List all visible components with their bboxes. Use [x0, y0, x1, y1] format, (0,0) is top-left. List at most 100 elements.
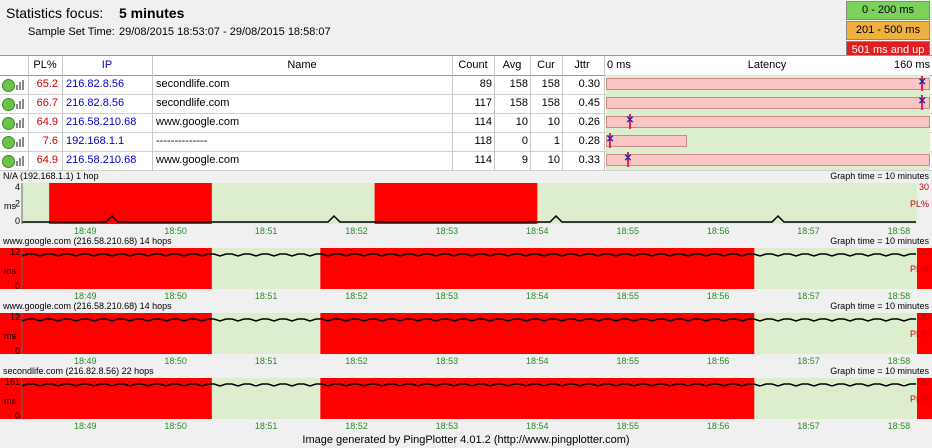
- col-lat-max: 160 ms: [894, 59, 930, 71]
- hop-row[interactable]: 7.6 192.168.1.1 -------------- 118 0 1 0.28 ✕: [0, 132, 932, 152]
- packet-loss-region: [320, 248, 755, 289]
- packet-loss-region: [374, 183, 538, 224]
- graph-title: N/A (192.168.1.1) 1 hop: [3, 171, 99, 181]
- col-latency[interactable]: Latency: [747, 59, 787, 71]
- latency-trace: [22, 214, 916, 223]
- y-axis-label: ms: [4, 396, 16, 406]
- ip-value[interactable]: 216.58.210.68: [66, 116, 137, 128]
- pl-axis-label: PL%: [910, 199, 929, 209]
- count-value: 117: [474, 97, 492, 109]
- focus-label: Statistics focus:: [6, 5, 104, 21]
- name-value[interactable]: --------------: [156, 135, 208, 147]
- pl-axis-label: PL%: [910, 329, 929, 339]
- status-icon: [2, 155, 15, 168]
- latency-graph[interactable]: 12 0 ms 30 PL% 18:49 18:50 18:51 18:52 18:53 18:54…: [0, 236, 932, 302]
- pl-value: 65.2: [36, 78, 58, 90]
- avg-value: 158: [509, 78, 528, 90]
- legend-good: 0 - 200 ms: [846, 1, 930, 20]
- jttr-value: 0.28: [578, 135, 600, 147]
- avg-value: 0: [521, 135, 528, 147]
- time-tick: 18:56: [707, 226, 730, 236]
- latency-graph[interactable]: 12 0 ms 30 PL% 18:49 18:50 18:51 18:52 18:53 18:54…: [0, 301, 932, 367]
- col-avg[interactable]: Avg: [502, 59, 522, 71]
- time-tick: 18:53: [436, 421, 459, 431]
- ip-value[interactable]: 216.58.210.68: [66, 154, 137, 166]
- col-count[interactable]: Count: [458, 59, 488, 71]
- col-ip[interactable]: IP: [101, 59, 113, 71]
- y-axis-label: ms: [4, 331, 16, 341]
- y-tick-max: 12: [10, 312, 20, 322]
- time-tick: 18:55: [616, 291, 639, 301]
- graph-time: Graph time = 10 minutes: [830, 366, 929, 376]
- hop-grid: PL% IP Name Count Avg Cur Jttr 0 ms Late…: [0, 55, 932, 171]
- time-tick: 18:49: [74, 226, 97, 236]
- cur-value: 158: [541, 97, 560, 109]
- ip-value[interactable]: 216.82.8.56: [66, 97, 125, 109]
- ip-value[interactable]: 216.82.8.56: [66, 78, 125, 90]
- hop-row[interactable]: 64.9 216.58.210.68 www.google.com 114 9 10 0.3…: [0, 151, 932, 171]
- name-value[interactable]: www.google.com: [156, 116, 240, 128]
- name-value[interactable]: www.google.com: [156, 154, 240, 166]
- column-divider: [28, 56, 29, 170]
- pl-value: 64.9: [36, 116, 58, 128]
- y-tick-min: 0: [15, 216, 20, 226]
- cur-value: 10: [547, 154, 560, 166]
- time-tick: 18:49: [74, 356, 97, 366]
- hop-row[interactable]: 65.2 216.82.8.56 secondlife.com 89 158 158 0.3…: [0, 75, 932, 95]
- packet-loss-region: [917, 378, 932, 419]
- cur-value: 1: [553, 135, 560, 147]
- graph-time: Graph time = 10 minutes: [830, 301, 929, 311]
- bar-graph-icon: [16, 156, 26, 166]
- avg-value: 10: [515, 116, 528, 128]
- status-icon: [2, 98, 15, 111]
- name-value[interactable]: secondlife.com: [156, 97, 230, 109]
- bar-graph-icon: [16, 137, 26, 147]
- time-tick: 18:58: [888, 291, 911, 301]
- hop-row[interactable]: 66.7 216.82.8.56 secondlife.com 117 158 158 0.…: [0, 94, 932, 114]
- status-icon: [2, 117, 15, 130]
- latency-bar: [606, 78, 930, 90]
- focus-value[interactable]: 5 minutes: [119, 5, 185, 21]
- time-tick: 18:54: [526, 291, 549, 301]
- latency-graph[interactable]: 161 0 ms 30 PL% 18:49 18:50 18:51 18:52 18:53 18:5…: [0, 366, 932, 432]
- pl-axis-max: 30: [919, 377, 929, 387]
- graph-title: www.google.com (216.58.210.68) 14 hops: [3, 301, 172, 311]
- count-value: 114: [474, 154, 492, 166]
- hop-row[interactable]: 64.9 216.58.210.68 www.google.com 114 10 10 0.…: [0, 113, 932, 133]
- ip-value[interactable]: 192.168.1.1: [66, 135, 125, 147]
- time-tick: 18:49: [74, 291, 97, 301]
- col-cur[interactable]: Cur: [537, 59, 555, 71]
- col-lat-min: 0 ms: [607, 59, 631, 71]
- latency-background: [606, 132, 930, 151]
- time-tick: 18:58: [888, 421, 911, 431]
- count-value: 89: [479, 78, 492, 90]
- jttr-value: 0.33: [578, 154, 600, 166]
- col-pl[interactable]: PL%: [33, 59, 57, 71]
- graph-time: Graph time = 10 minutes: [830, 236, 929, 246]
- latency-marker: ✕: [626, 114, 634, 129]
- col-jttr[interactable]: Jttr: [574, 59, 590, 71]
- col-name[interactable]: Name: [287, 59, 317, 71]
- latency-marker: ✕: [918, 76, 926, 91]
- time-tick: 18:53: [436, 356, 459, 366]
- packet-loss-region: [917, 248, 932, 289]
- y-tick-max: 12: [10, 247, 20, 257]
- pl-axis-max: 30: [919, 312, 929, 322]
- latency-legend: 0 - 200 ms 201 - 500 ms 501 ms and up: [846, 1, 930, 61]
- packet-loss-region: [320, 378, 755, 419]
- time-tick: 18:51: [255, 226, 278, 236]
- count-value: 114: [474, 116, 492, 128]
- y-tick-max: 161: [5, 377, 20, 387]
- status-icon: [2, 79, 15, 92]
- time-tick: 18:51: [255, 291, 278, 301]
- time-tick: 18:52: [345, 356, 368, 366]
- graph-title: www.google.com (216.58.210.68) 14 hops: [3, 236, 172, 246]
- y-tick-max: 4: [15, 182, 20, 192]
- pl-axis-max: 30: [919, 182, 929, 192]
- latency-graph[interactable]: 4 2 0 ms 30 PL% 18:49 18:50 18:51 18:52 18:53 18:54…: [0, 171, 932, 237]
- column-divider: [152, 56, 153, 170]
- latency-marker: ✕: [918, 95, 926, 110]
- time-tick: 18:50: [164, 421, 187, 431]
- bar-graph-icon: [16, 80, 26, 90]
- name-value[interactable]: secondlife.com: [156, 78, 230, 90]
